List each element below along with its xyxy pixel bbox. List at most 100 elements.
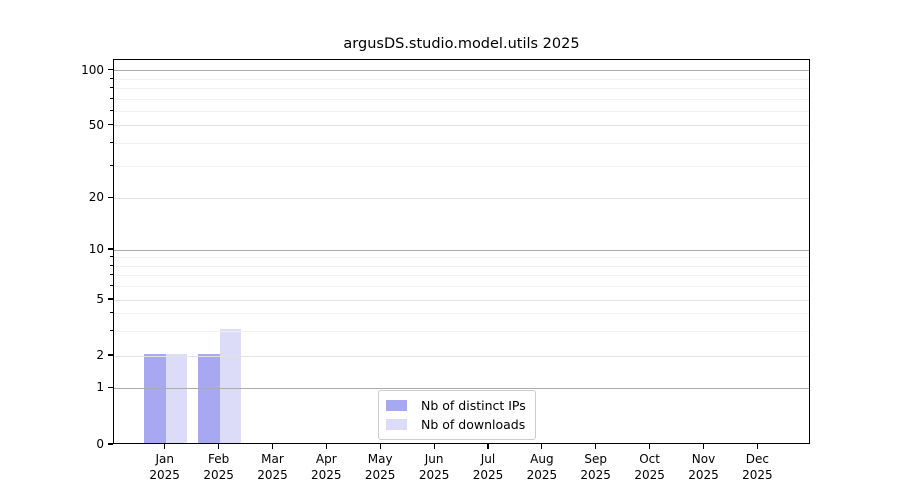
tick-gridline (114, 125, 809, 127)
legend-label-downloads: Nb of downloads (421, 417, 526, 432)
minor-gridline (114, 330, 809, 332)
x-tick-month: Sep (584, 452, 607, 466)
y-axis-tick-label: 50 (88, 117, 104, 132)
legend-item-downloads: Nb of downloads (386, 417, 526, 432)
y-axis-minor-tick (110, 329, 113, 331)
x-tick-month: May (367, 452, 393, 466)
y-axis-tick-label: 100 (81, 62, 104, 77)
bar-downloads (219, 329, 242, 443)
legend: Nb of distinct IPs Nb of downloads (378, 390, 536, 440)
bar-distinct-ips (144, 354, 166, 443)
major-gridline (114, 249, 809, 251)
bar-downloads (165, 354, 188, 443)
x-axis-tick (649, 444, 651, 449)
y-axis-tick-label: 1 (96, 380, 104, 395)
y-axis-tick (108, 248, 113, 250)
x-tick-year: 2025 (418, 467, 450, 482)
x-axis-tick (595, 444, 597, 449)
x-axis-tick-label: Feb 2025 (189, 452, 249, 483)
minor-gridline (114, 286, 809, 288)
tick-gridline (114, 355, 809, 357)
x-axis-tick (487, 444, 489, 449)
y-axis-tick (108, 196, 113, 198)
x-axis-tick-label: Jul 2025 (458, 452, 518, 483)
legend-label-distinct-ips: Nb of distinct IPs (421, 398, 526, 413)
y-axis-tick (108, 386, 113, 388)
minor-gridline (114, 142, 809, 144)
x-tick-month: Apr (315, 452, 337, 466)
bar-distinct-ips (198, 354, 220, 443)
x-tick-year: 2025 (311, 467, 342, 482)
minor-gridline (114, 313, 809, 315)
plot-area (113, 59, 810, 444)
x-axis-tick-label: Sep 2025 (566, 452, 626, 483)
y-axis-minor-tick (110, 256, 113, 258)
x-tick-year: 2025 (364, 467, 396, 482)
legend-swatch-downloads (386, 419, 407, 430)
x-axis-tick (756, 444, 758, 449)
x-tick-year: 2025 (203, 467, 234, 482)
chart-title: argusDS.studio.model.utils 2025 (343, 36, 580, 52)
y-axis-tick-label: 5 (96, 292, 104, 306)
x-tick-year: 2025 (472, 467, 504, 482)
y-axis-minor-tick (110, 77, 113, 79)
x-axis-tick (702, 444, 705, 449)
x-axis-tick-label: Apr 2025 (296, 452, 356, 483)
x-axis-tick (433, 444, 435, 449)
major-gridline (114, 387, 809, 389)
x-tick-year: 2025 (742, 467, 773, 482)
minor-gridline (114, 275, 809, 277)
y-axis-tick (108, 354, 113, 356)
x-tick-month: Nov (691, 452, 716, 466)
minor-gridline (114, 78, 809, 80)
x-axis-tick-label: Nov 2025 (674, 452, 734, 483)
y-axis-tick (108, 298, 113, 300)
y-axis-minor-tick (110, 109, 113, 111)
x-axis-tick-label: Oct 2025 (620, 452, 680, 483)
legend-item-distinct-ips: Nb of distinct IPs (386, 398, 526, 413)
y-axis-tick (108, 443, 113, 445)
x-tick-year: 2025 (634, 467, 665, 482)
minor-gridline (114, 165, 809, 167)
minor-gridline (114, 110, 809, 112)
x-tick-month: Jul (480, 452, 496, 466)
legend-swatch-distinct-ips (386, 400, 407, 411)
x-axis-tick-label: Jan 2025 (135, 452, 195, 483)
major-gridline (114, 70, 809, 72)
x-axis-tick (379, 444, 381, 449)
y-axis-tick (108, 124, 113, 126)
x-axis-tick (271, 444, 274, 449)
y-axis-tick (108, 69, 113, 71)
tick-gridline (114, 197, 809, 199)
y-axis-minor-tick (110, 141, 113, 143)
y-axis-minor-tick (110, 312, 113, 314)
x-tick-year: 2025 (688, 467, 719, 482)
y-axis-tick-label: 0 (96, 437, 104, 451)
minor-gridline (114, 257, 809, 259)
y-axis-minor-tick (110, 274, 113, 276)
x-axis-tick (218, 444, 220, 449)
x-axis-tick (541, 444, 543, 449)
y-axis-minor-tick (110, 164, 113, 166)
x-tick-year: 2025 (580, 467, 611, 482)
x-tick-month: Jan (155, 452, 174, 466)
minor-gridline (114, 87, 809, 89)
x-tick-month: Feb (207, 452, 230, 466)
y-axis-tick-label: 10 (88, 242, 104, 256)
x-axis-tick-label: Jun 2025 (404, 452, 464, 483)
y-axis-minor-tick (110, 285, 113, 287)
y-axis-minor-tick (110, 264, 113, 266)
minor-gridline (114, 265, 809, 267)
y-axis-minor-tick (110, 97, 113, 99)
x-tick-month: Mar (261, 452, 284, 466)
y-axis-tick-label: 2 (96, 348, 104, 362)
x-axis-tick-label: May 2025 (350, 452, 410, 483)
x-tick-year: 2025 (257, 467, 288, 482)
x-tick-month: Aug (530, 452, 554, 466)
y-axis-minor-tick (110, 86, 113, 88)
x-axis-tick (164, 444, 166, 449)
x-tick-month: Dec (745, 452, 769, 466)
x-axis-tick (325, 444, 327, 449)
x-tick-year: 2025 (149, 467, 180, 482)
